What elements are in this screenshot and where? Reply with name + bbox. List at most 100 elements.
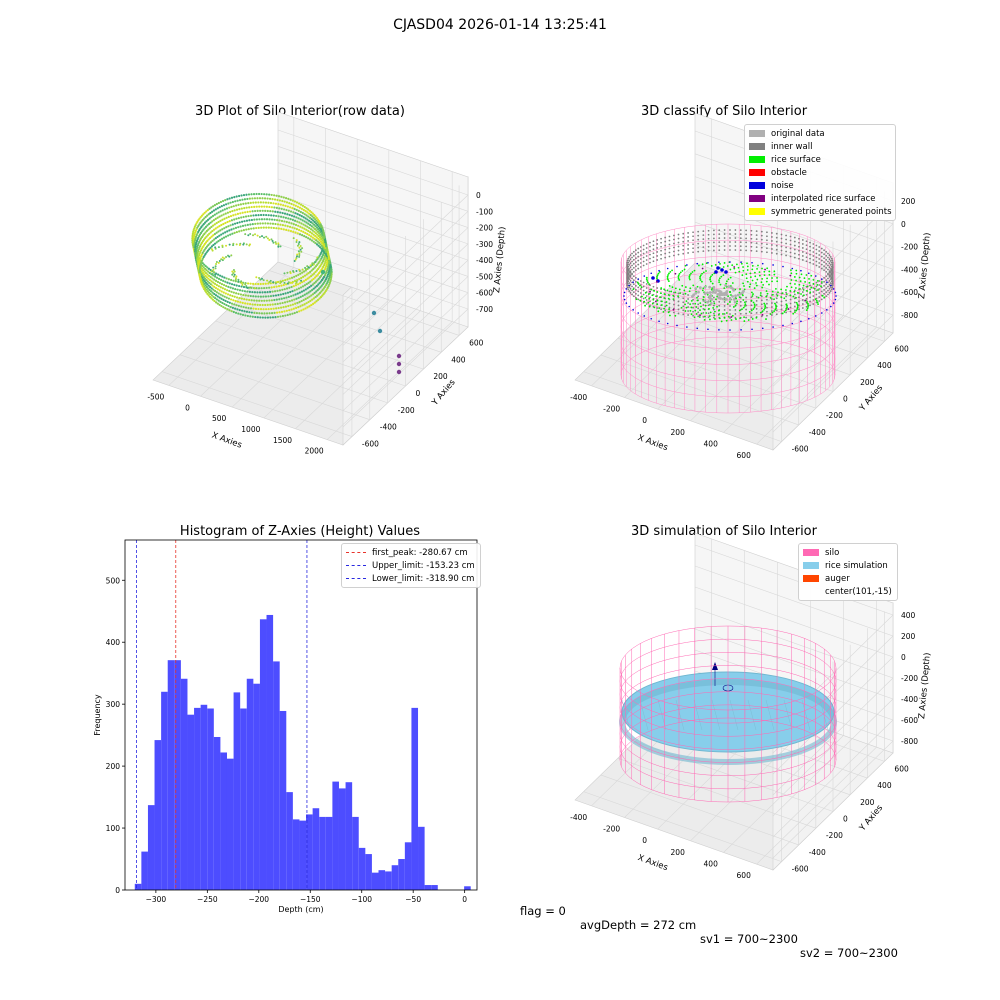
raw-point bbox=[252, 214, 255, 217]
inner-wall-point bbox=[739, 300, 742, 303]
inner-wall-point bbox=[729, 241, 731, 243]
inner-wall-point bbox=[631, 289, 633, 292]
raw-point bbox=[315, 243, 319, 246]
raw-point bbox=[221, 237, 224, 240]
rice-surface-point bbox=[796, 303, 799, 306]
rice-surface-point bbox=[785, 303, 788, 306]
inner-wall-point bbox=[831, 265, 834, 268]
raw-point bbox=[197, 248, 200, 251]
inner-wall-point bbox=[750, 296, 753, 299]
inner-wall-point bbox=[770, 236, 773, 238]
rice-surface-point bbox=[753, 271, 756, 274]
inner-wall-point bbox=[805, 305, 808, 308]
legend-entry-original-data: original data bbox=[749, 127, 891, 140]
raw-point bbox=[310, 303, 313, 307]
raw-point bbox=[286, 225, 289, 228]
x-tick-label: 600 bbox=[737, 451, 752, 460]
raw-point bbox=[307, 272, 310, 275]
raw-point bbox=[315, 275, 318, 278]
z-gridline bbox=[694, 199, 894, 270]
y-tick-label: 0 bbox=[843, 815, 848, 824]
rice-surface-point bbox=[763, 308, 765, 311]
raw-point bbox=[216, 207, 219, 210]
inner-wall-point bbox=[631, 260, 633, 263]
rice-surface-point bbox=[745, 273, 748, 276]
rice-surface-point bbox=[689, 274, 691, 276]
y-gridline bbox=[634, 321, 834, 392]
raw-point bbox=[210, 297, 213, 300]
raw-point bbox=[306, 225, 309, 228]
raw-point bbox=[318, 281, 321, 285]
raw-point bbox=[303, 274, 307, 277]
raw-point bbox=[309, 220, 313, 224]
z-gridline bbox=[772, 269, 894, 387]
rice-surface-point bbox=[746, 280, 749, 283]
histogram-legend: first_peak: -280.67 cm Upper_limit: -153… bbox=[341, 543, 481, 588]
z-gridline bbox=[342, 308, 469, 428]
raw-point bbox=[277, 227, 280, 230]
noise-point bbox=[632, 281, 634, 283]
rice-surface-point bbox=[786, 306, 788, 309]
raw-point bbox=[225, 277, 228, 280]
inner-wall-point bbox=[827, 272, 829, 275]
rice-surface-point bbox=[681, 270, 684, 272]
rice-surface-point bbox=[746, 265, 749, 268]
raw-point bbox=[289, 210, 293, 213]
raw-point bbox=[244, 306, 248, 309]
rice-surface-point bbox=[727, 315, 730, 318]
raw-point bbox=[314, 232, 317, 235]
raw-point bbox=[323, 268, 327, 271]
raw-point bbox=[243, 220, 246, 223]
rice-surface-point bbox=[773, 298, 775, 301]
raw-point bbox=[301, 211, 304, 215]
raw-point bbox=[265, 299, 268, 302]
rice-surface-point bbox=[731, 282, 734, 284]
histogram-bar bbox=[418, 826, 425, 890]
raw-point bbox=[239, 203, 243, 206]
raw-point bbox=[220, 304, 223, 308]
rice-surface-point bbox=[713, 302, 716, 305]
inner-wall-point bbox=[687, 306, 690, 308]
inner-wall-point bbox=[626, 284, 629, 287]
raw-point bbox=[300, 250, 303, 253]
histogram-bar bbox=[266, 614, 274, 890]
raw-point bbox=[271, 303, 274, 306]
inner-wall-point bbox=[687, 232, 690, 234]
raw-point bbox=[223, 302, 226, 306]
raw-point bbox=[264, 303, 267, 307]
raw-point bbox=[325, 245, 328, 248]
raw-point bbox=[231, 273, 234, 276]
inner-wall-point bbox=[770, 232, 773, 234]
raw-point bbox=[319, 253, 322, 256]
inner-wall-point bbox=[682, 236, 685, 239]
raw-point bbox=[259, 316, 262, 319]
z-tick-label: -700 bbox=[476, 305, 493, 314]
sv2-text: sv2 = 700~2300 bbox=[800, 946, 898, 960]
raw-point bbox=[316, 279, 319, 282]
raw-point bbox=[311, 215, 314, 218]
raw-point bbox=[221, 287, 224, 290]
raw-point bbox=[242, 305, 245, 309]
raw-point bbox=[302, 289, 305, 292]
raw-point bbox=[234, 213, 237, 216]
inner-wall-point bbox=[827, 260, 829, 263]
inner-wall-point bbox=[682, 232, 685, 235]
raw-point bbox=[288, 277, 291, 280]
noise-point bbox=[714, 270, 718, 274]
raw-point bbox=[318, 239, 321, 242]
z-gridline bbox=[277, 194, 469, 261]
inner-wall-point bbox=[660, 241, 662, 244]
raw-point bbox=[268, 280, 271, 283]
raw-point bbox=[295, 228, 298, 231]
raw-point bbox=[325, 249, 329, 252]
raw-point bbox=[297, 242, 300, 245]
raw-point bbox=[296, 244, 299, 247]
raw-point bbox=[296, 301, 299, 305]
raw-point bbox=[230, 254, 233, 257]
rice-surface-point bbox=[689, 303, 692, 306]
raw-point bbox=[301, 268, 304, 271]
inner-wall-point bbox=[823, 292, 825, 295]
raw-point bbox=[313, 213, 316, 217]
inner-wall-point bbox=[793, 240, 796, 243]
raw-point bbox=[322, 231, 325, 234]
